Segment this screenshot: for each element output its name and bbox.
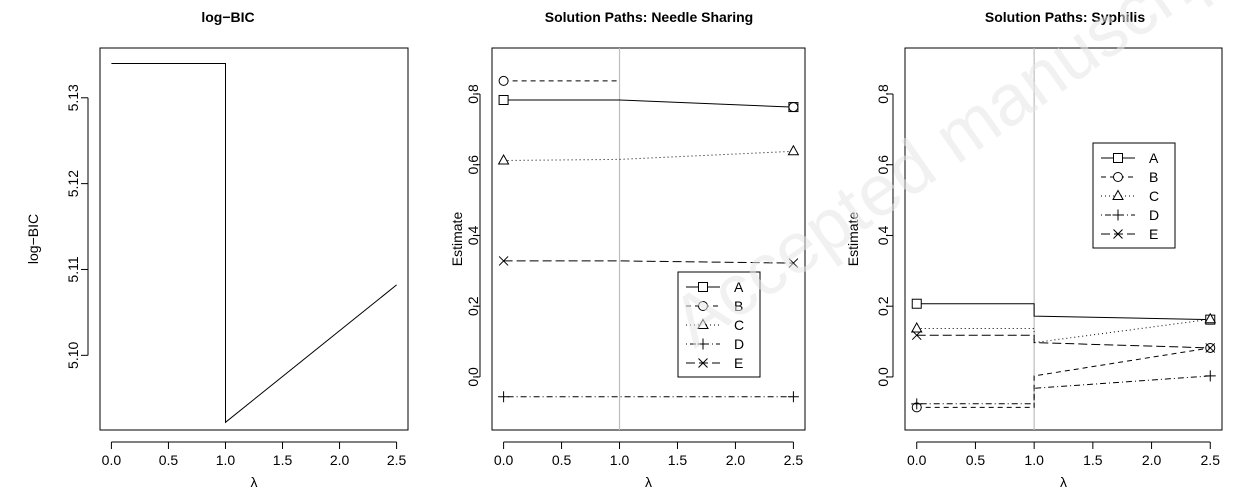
x-tick-label: 2.5 <box>784 452 804 468</box>
x-tick-label: 1.5 <box>273 452 293 468</box>
plot-frame <box>99 47 409 431</box>
x-tick-label: 2.0 <box>1142 452 1162 468</box>
series-c-line <box>916 318 1211 344</box>
series-e-point <box>498 256 509 266</box>
series-b-point <box>788 102 799 113</box>
x-tick-label: 2.0 <box>726 452 746 468</box>
series-d-point <box>787 391 799 403</box>
legend-marker <box>1113 229 1123 239</box>
y-tick-label: 0.0 <box>465 367 481 387</box>
x-tick-label: 1.0 <box>610 452 630 468</box>
panel-title: Solution Paths: Needle Sharing <box>545 9 753 25</box>
legend-marker <box>698 301 708 311</box>
series-a-point <box>498 94 509 105</box>
x-tick-label: 1.0 <box>216 452 236 468</box>
series-b-line <box>916 347 1211 408</box>
series-b-point <box>498 75 509 86</box>
y-tick-label: 5.13 <box>65 84 81 111</box>
legend-label-d: D <box>734 336 744 352</box>
y-axis-label: Estimate <box>449 212 465 267</box>
panel-title: log−BIC <box>201 9 254 25</box>
series-e-point <box>788 258 799 268</box>
legend-marker <box>697 318 709 329</box>
series-c-point <box>1204 312 1217 324</box>
series-line-line <box>111 63 397 424</box>
x-tick-label: 2.0 <box>330 452 350 468</box>
series-c-line <box>503 150 794 161</box>
plot-frame <box>491 47 806 431</box>
y-axis-label: Estimate <box>845 212 861 267</box>
y-tick-label: 0.2 <box>875 296 891 316</box>
x-tick-label: 1.0 <box>1024 452 1044 468</box>
legend-label-b: B <box>734 298 743 314</box>
x-tick-label: 1.5 <box>1083 452 1103 468</box>
series-c-point <box>910 321 923 333</box>
series-c-point <box>497 153 510 165</box>
plot-frame <box>904 47 1223 431</box>
x-tick-label: 0.0 <box>907 452 927 468</box>
legend-marker <box>1112 209 1124 221</box>
series-e-point <box>911 330 922 341</box>
panel-1: log−BIC 0.0 0.5 1.0 1.5 2.0 2.5 λ 5.10 5.11 5.12 5.… <box>25 9 409 490</box>
x-axis-label: λ <box>645 474 652 490</box>
series-a-line <box>916 303 1211 321</box>
legend-label-a: A <box>1149 150 1159 166</box>
series-d-point <box>1204 370 1216 382</box>
y-axis-label: log−BIC <box>25 214 41 264</box>
panel-title: Solution Paths: Syphilis <box>985 9 1145 25</box>
y-tick-label: 0.4 <box>465 226 481 246</box>
series-b-line <box>504 81 794 107</box>
series-d-point <box>911 398 923 410</box>
x-tick-label: 0.5 <box>966 452 986 468</box>
series-a-line <box>503 99 794 108</box>
legend-label-b: B <box>1149 169 1158 185</box>
y-tick-label: 5.12 <box>65 170 81 197</box>
legend-marker <box>1113 172 1123 182</box>
x-tick-label: 2.5 <box>387 452 407 468</box>
x-tick-label: 0.5 <box>552 452 572 468</box>
x-tick-label: 0.5 <box>159 452 179 468</box>
y-tick-label: 0.0 <box>875 367 891 387</box>
x-axis-label: λ <box>251 474 258 490</box>
legend-marker <box>698 282 708 292</box>
legend-marker <box>1113 153 1123 163</box>
y-tick-label: 0.6 <box>465 155 481 175</box>
y-tick-label: 0.6 <box>875 155 891 175</box>
series-d-line <box>916 375 1211 405</box>
legend-marker <box>1112 189 1124 200</box>
panel-2: Solution Paths: Needle Sharing 0.0 0.5 1.0 1… <box>449 9 806 490</box>
series-d-point <box>498 391 510 403</box>
x-tick-label: 1.5 <box>668 452 688 468</box>
x-tick-label: 0.0 <box>494 452 514 468</box>
x-tick-label: 0.0 <box>102 452 122 468</box>
panels: log−BIC 0.0 0.5 1.0 1.5 2.0 2.5 λ 5.10 5.11 5.12 5.… <box>25 9 1223 490</box>
legend-marker <box>698 358 708 368</box>
x-tick-label: 2.5 <box>1201 452 1221 468</box>
series-a-point <box>911 298 922 309</box>
y-tick-label: 0.4 <box>875 226 891 246</box>
y-tick-label: 0.8 <box>465 84 481 104</box>
y-tick-label: 5.10 <box>65 341 81 368</box>
y-tick-label: 0.8 <box>875 84 891 104</box>
y-tick-label: 5.11 <box>65 256 81 282</box>
legend-label-e: E <box>1149 226 1158 242</box>
legend-label-e: E <box>734 355 743 371</box>
legend-label-c: C <box>734 317 744 333</box>
series-e-line <box>916 334 1211 349</box>
series-e-point <box>1205 343 1216 353</box>
y-tick-label: 0.2 <box>465 296 481 316</box>
legend-marker <box>697 338 709 350</box>
panel-3: Solution Paths: Syphilis 0.0 0.5 1.0 1.5 2.0 2… <box>845 9 1223 490</box>
legend-label-a: A <box>734 279 744 295</box>
x-axis-label: λ <box>1060 474 1067 490</box>
series-c-point <box>787 144 800 156</box>
legend-label-c: C <box>1149 188 1159 204</box>
legend-label-d: D <box>1149 207 1159 223</box>
